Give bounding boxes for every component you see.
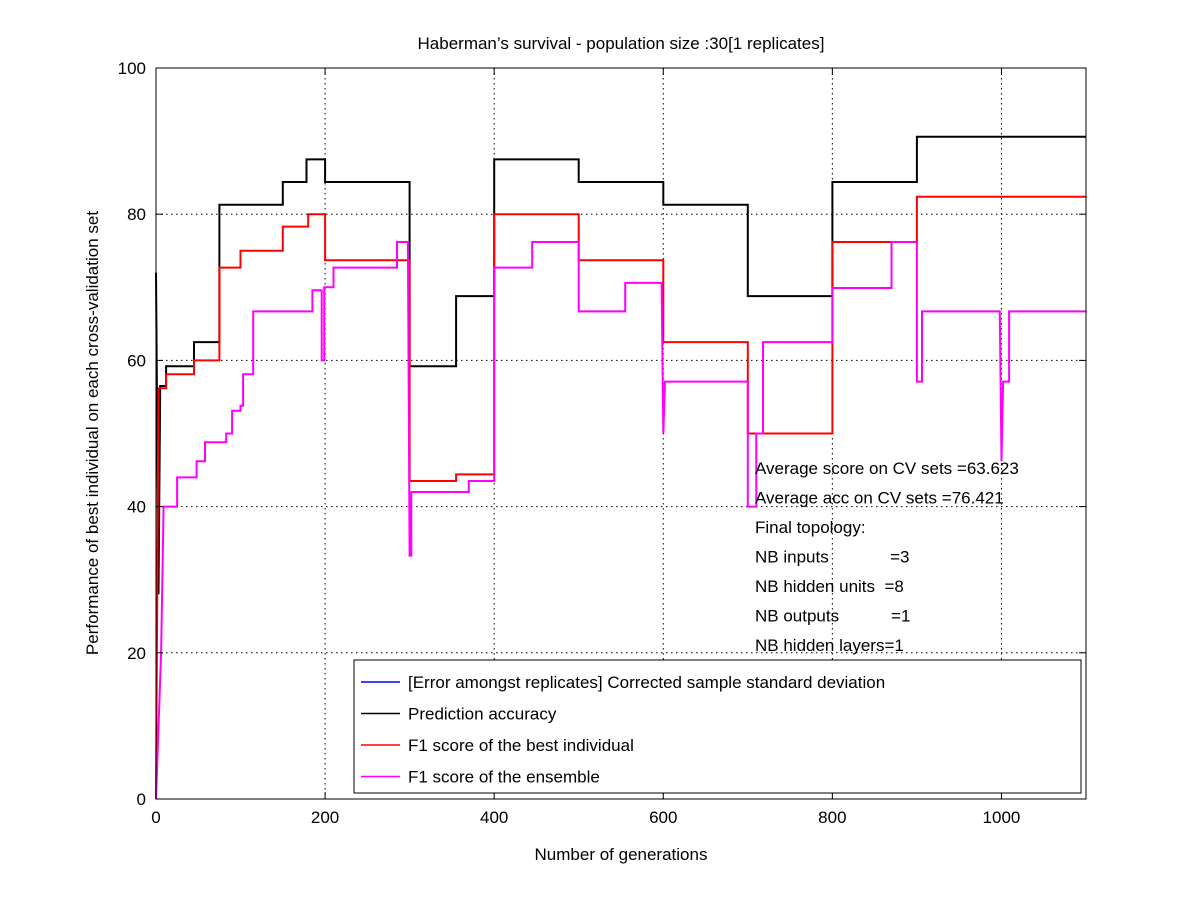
annotation-line: NB hidden layers=1 (755, 636, 904, 655)
x-tick-label: 800 (818, 808, 846, 827)
annotation-box: Average score on CV sets =63.623 Average … (755, 459, 1019, 655)
series-line-1 (155, 135, 1086, 595)
legend-label: F1 score of the best individual (408, 736, 634, 755)
annotation-line: Average acc on CV sets =76.421 (755, 489, 1004, 508)
x-tick-label: 200 (311, 808, 339, 827)
annotation-line: NB outputs =1 (755, 607, 910, 626)
plot-area (155, 135, 1086, 800)
chart-title: Haberman’s survival - population size :3… (418, 34, 825, 53)
annotation-line: NB inputs =3 (755, 548, 910, 567)
series-line-3 (155, 241, 1086, 800)
axis-ticks: 0 200 400 600 800 1000 0 20 40 60 80 100 (118, 59, 1086, 827)
x-tick-label: 1000 (983, 808, 1021, 827)
plot-frame (155, 67, 1087, 800)
y-axis-label: Performance of best individual on each c… (83, 211, 102, 655)
legend-label: F1 score of the ensemble (408, 768, 600, 787)
y-tick-label: 40 (127, 498, 146, 517)
legend-box (353, 659, 1082, 794)
y-tick-label: 100 (118, 59, 146, 78)
annotation-line: Average score on CV sets =63.623 (755, 459, 1019, 478)
annotation-line: Final topology: (755, 518, 866, 537)
annotation-line: NB hidden units =8 (755, 577, 904, 596)
y-tick-label: 60 (127, 351, 146, 370)
x-tick-label: 0 (151, 808, 160, 827)
x-tick-label: 600 (649, 808, 677, 827)
y-tick-label: 80 (127, 205, 146, 224)
legend-label: [Error amongst replicates] Corrected sam… (408, 673, 885, 692)
x-axis-label: Number of generations (535, 845, 708, 864)
legend-label: Prediction accuracy (408, 705, 557, 724)
y-tick-label: 0 (137, 790, 146, 809)
y-tick-label: 20 (127, 644, 146, 663)
legend: [Error amongst replicates] Corrected sam… (353, 659, 1082, 794)
x-tick-label: 400 (480, 808, 508, 827)
